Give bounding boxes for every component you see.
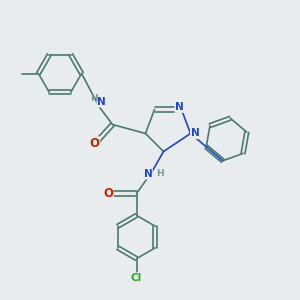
Text: Cl: Cl xyxy=(131,273,142,283)
Text: O: O xyxy=(103,187,113,200)
Text: N: N xyxy=(97,97,106,107)
Text: H: H xyxy=(156,169,164,178)
Text: N: N xyxy=(190,128,200,139)
Text: O: O xyxy=(89,137,100,150)
Text: N: N xyxy=(175,102,184,112)
Text: N: N xyxy=(143,169,152,179)
Text: H: H xyxy=(90,94,98,103)
